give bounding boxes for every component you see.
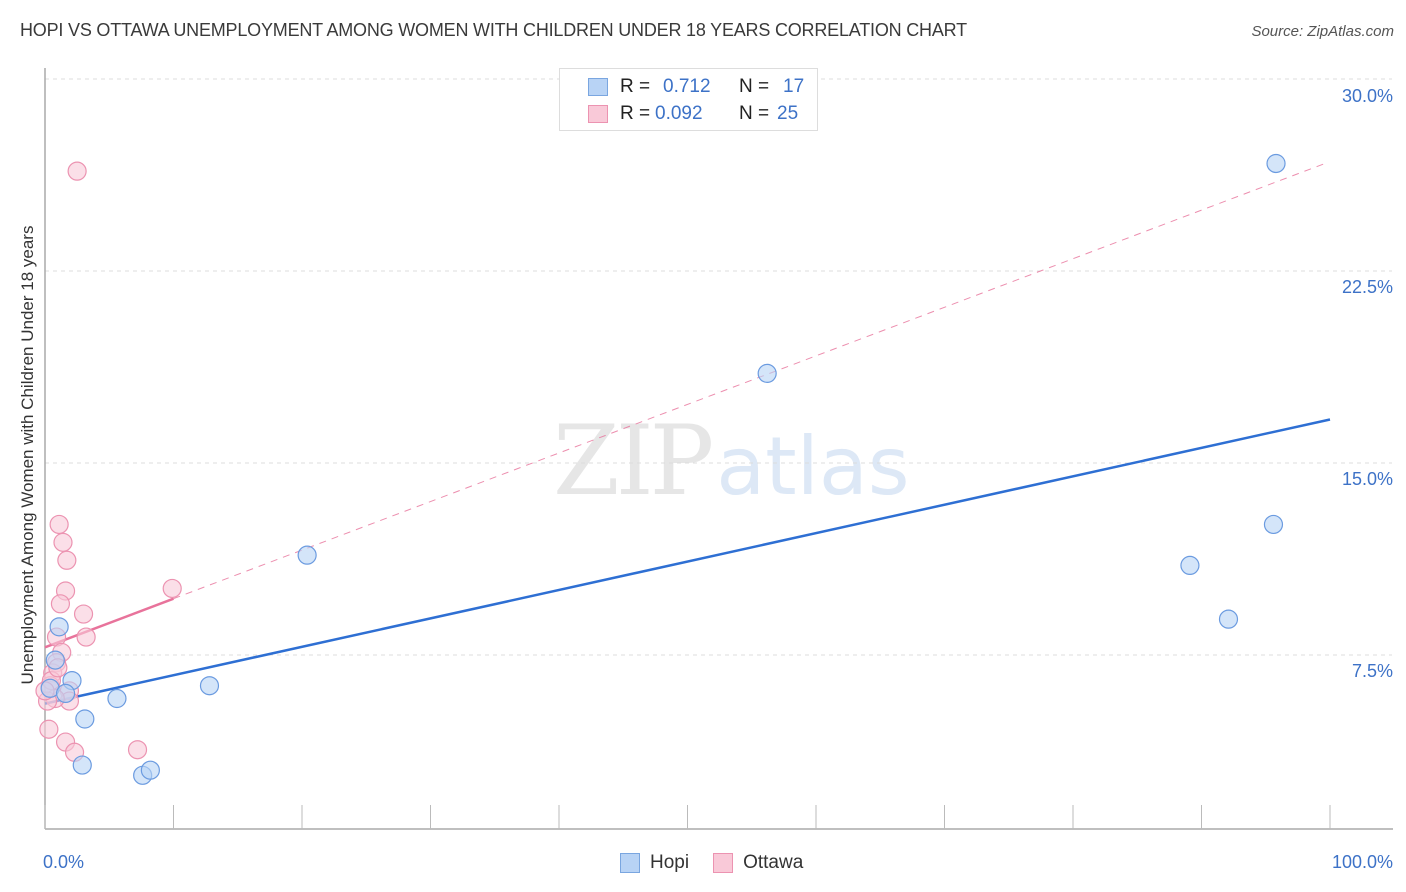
legend-row-ottawa: R = 0.092 N = 25 bbox=[588, 102, 798, 126]
series-legend: Hopi Ottawa bbox=[620, 852, 827, 874]
ottawa-points bbox=[35, 161, 182, 762]
source-label: Source: ZipAtlas.com bbox=[1251, 23, 1394, 40]
hopi-swatch bbox=[588, 78, 608, 96]
hopi-point bbox=[1180, 555, 1200, 576]
x-tick-100: 100.0% bbox=[1331, 852, 1393, 872]
watermark-atlas: atlas bbox=[716, 420, 910, 513]
axes bbox=[44, 68, 1393, 830]
ottawa-point bbox=[39, 719, 59, 739]
hopi-point bbox=[107, 688, 127, 709]
hopi-point bbox=[1218, 609, 1239, 629]
hopi-point bbox=[45, 650, 65, 670]
ottawa-point bbox=[162, 578, 182, 599]
y-axis-label: Unemployment Among Women with Children U… bbox=[18, 225, 37, 685]
hopi-point bbox=[297, 545, 317, 565]
n-label: N = bbox=[739, 103, 770, 124]
ottawa-point bbox=[73, 604, 94, 624]
hopi-point bbox=[140, 760, 160, 780]
hopi-swatch bbox=[620, 853, 640, 873]
r-value: 0.092 bbox=[655, 103, 703, 124]
ottawa-swatch bbox=[588, 105, 608, 123]
ottawa-trendline-extension bbox=[173, 163, 1326, 600]
legend-label-hopi: Hopi bbox=[650, 852, 690, 873]
hopi-trendline bbox=[44, 418, 1331, 705]
y-tick-22-5: 22.5% bbox=[1341, 277, 1393, 297]
ottawa-point bbox=[50, 594, 71, 614]
watermark-zip: ZIP bbox=[553, 405, 714, 517]
ottawa-point bbox=[76, 627, 96, 647]
n-value: 25 bbox=[777, 103, 799, 124]
n-value: 17 bbox=[783, 76, 805, 97]
watermark: ZIPatlas bbox=[553, 405, 910, 517]
hopi-point bbox=[72, 755, 92, 775]
legend-item-hopi[interactable]: Hopi bbox=[620, 852, 689, 874]
trendlines bbox=[44, 163, 1331, 705]
hopi-points bbox=[40, 153, 1286, 785]
ottawa-swatch bbox=[713, 853, 734, 873]
y-tick-15: 15.0% bbox=[1341, 469, 1393, 489]
hopi-point bbox=[49, 617, 69, 637]
hopi-point bbox=[199, 676, 220, 696]
r-value: 0.712 bbox=[663, 76, 711, 97]
r-label: R = bbox=[620, 103, 651, 124]
ottawa-point bbox=[57, 550, 77, 570]
r-label: R = bbox=[620, 76, 651, 97]
chart-title: HOPI VS OTTAWA UNEMPLOYMENT AMONG WOMEN … bbox=[20, 20, 967, 40]
legend-row-hopi: R = 0.712 N = 17 bbox=[588, 75, 804, 99]
x-tick-0: 0.0% bbox=[43, 852, 85, 872]
hopi-point bbox=[1263, 514, 1284, 535]
legend-item-ottawa[interactable]: Ottawa bbox=[713, 852, 803, 874]
ottawa-point bbox=[49, 514, 69, 535]
ottawa-point bbox=[53, 532, 73, 552]
hopi-point bbox=[55, 683, 76, 704]
y-tick-30: 30.0% bbox=[1341, 86, 1393, 106]
legend-label-ottawa: Ottawa bbox=[743, 852, 804, 873]
n-label: N = bbox=[739, 76, 770, 97]
hopi-point bbox=[1266, 153, 1286, 174]
correlation-legend: R = 0.712 N = 17 R = 0.092 N = 25 bbox=[559, 68, 818, 131]
ottawa-point bbox=[127, 740, 148, 760]
hopi-point bbox=[75, 709, 95, 729]
hopi-point bbox=[757, 363, 777, 383]
y-tick-7-5: 7.5% bbox=[1351, 661, 1393, 681]
ottawa-point bbox=[67, 161, 87, 181]
ottawa-trendline bbox=[44, 597, 174, 649]
